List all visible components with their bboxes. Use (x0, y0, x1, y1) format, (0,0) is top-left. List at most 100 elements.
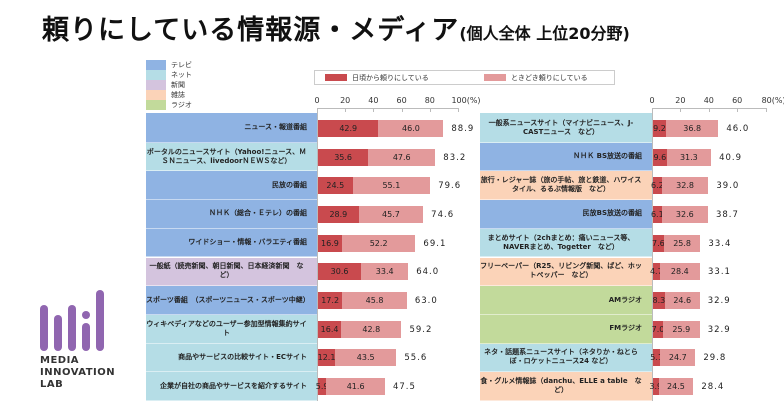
bar-daily-label: 35.6 (334, 152, 352, 162)
legend-swatch-sometimes (484, 74, 506, 81)
bar-daily: 6.1 (650, 205, 664, 223)
legend-swatch-magazine (146, 90, 166, 100)
right-top-separator (480, 113, 652, 114)
x-tick-label: 40 (703, 96, 714, 105)
legend-label-newspaper: 新聞 (171, 81, 185, 89)
category-label-text: 民放の番組 (272, 180, 307, 189)
category-label-text: ポータルのニュースサイト（Yahoo!ニュース、ＭＳＮニュース、livedoor… (146, 147, 307, 165)
bar-daily: 7.0 (652, 320, 664, 338)
bar-daily-label: 3.9 (649, 382, 663, 392)
bar-sometimes: 43.5 (335, 349, 397, 367)
bar-sometimes: 45.8 (342, 292, 407, 310)
bar-daily-label: 6.2 (651, 181, 664, 191)
category-label-text: 民放BS放送の番組 (582, 209, 642, 218)
bar-sometimes: 36.8 (666, 119, 719, 137)
bar-daily: 35.6 (318, 148, 369, 166)
x-tick (429, 108, 431, 112)
legend-swatch-radio (146, 100, 166, 110)
category-label-text: まとめサイト（2chまとめ：痛いニュース等、NAVERまとめ、Togetter … (487, 233, 635, 251)
bar-sometimes-label: 55.1 (382, 181, 401, 191)
bar-daily: 16.9 (318, 234, 342, 252)
category-label-text: FMラジオ (609, 324, 642, 333)
bar-sometimes-label: 32.8 (676, 181, 694, 191)
bar-total-label: 74.6 (431, 209, 455, 220)
bar-daily: 24.5 (318, 177, 353, 195)
category-label: AMラジオ (480, 286, 652, 315)
x-tick (765, 108, 767, 112)
legend-swatch-net (146, 70, 166, 80)
bar-sometimes-label: 46.0 (402, 123, 420, 133)
legend-item-radio: ラジオ (146, 100, 192, 110)
category-label-text: 一般系ニュースサイト（マイナビニュース、J-CASTニュース など） (488, 118, 634, 136)
category-label-text: 旅行・レジャー誌（旅の手帖、旅と鉄道、ハワイスタイル、るるぶ情報版 など） (480, 176, 642, 194)
bar-sometimes: 41.6 (326, 378, 385, 396)
legend-swatch-daily (325, 74, 347, 81)
category-label-text: ワイドショー・情報・バラエティ番組 (188, 238, 307, 247)
bar-sometimes-label: 43.5 (356, 353, 375, 363)
bar-sometimes: 55.1 (352, 177, 431, 195)
bar-daily: 42.9 (318, 119, 379, 137)
legend-item-tv: テレビ (146, 60, 192, 70)
bar-daily-label: 4.7 (649, 267, 663, 277)
x-tick (708, 108, 710, 112)
bar-daily-label: 6.1 (650, 209, 664, 219)
x-tick-label: 100(%) (451, 96, 481, 105)
bar-daily-label: 8.3 (652, 296, 666, 306)
bar-sometimes-label: 24.5 (667, 382, 685, 392)
legend-label-net: ネット (171, 71, 192, 79)
bar-sometimes-label: 24.6 (673, 296, 692, 306)
bar-total-label: 33.1 (708, 267, 731, 278)
x-tick-label: 60 (732, 96, 743, 105)
category-label: 民放の番組 (146, 171, 317, 201)
bar-sometimes-label: 41.6 (346, 382, 365, 392)
x-tick-label: 0 (314, 96, 320, 105)
left-top-separator (146, 113, 317, 114)
bar-sometimes: 31.3 (666, 148, 712, 166)
bar-daily-label: 9.2 (653, 123, 666, 133)
bar-sometimes-label: 31.3 (679, 152, 698, 162)
legend-label-daily: 日頃から頼りにしている (352, 73, 429, 82)
category-label: FMラジオ (480, 314, 652, 344)
category-label: 一般系ニュースサイト（マイナビニュース、J-CASTニュース など） (480, 114, 652, 143)
bar-sometimes-label: 32.6 (675, 209, 694, 219)
category-label-text: フリーペーパー（R25、リビング新聞、ぱど、ホットペッパー など） (480, 262, 642, 280)
category-label-text: ＮＨＫ BS放送の番組 (573, 152, 642, 161)
bar-total-label: 63.0 (414, 296, 438, 307)
category-label: まとめサイト（2chまとめ：痛いニュース等、NAVERまとめ、Togetter … (480, 228, 652, 258)
bar-sometimes: 52.2 (341, 234, 416, 252)
bar-daily-label: 9.6 (653, 152, 667, 162)
bar-daily: 6.2 (651, 177, 664, 195)
bar-daily: 16.4 (318, 320, 342, 338)
bar-daily-label: 28.9 (329, 209, 348, 219)
legend-swatch-tv (146, 60, 166, 70)
category-label: 食・グルメ情報誌（danchu、ELLE a table など） (480, 372, 652, 401)
category-label: ＮＨＫ（総合・Ｅテレ）の番組 (146, 200, 317, 229)
bar-daily: 9.2 (653, 119, 667, 137)
page-title: 頼りにしている情報源・メディア(個人全体 上位20分野) (42, 8, 630, 47)
category-label: スポーツ番組 （スポーツニュース・スポーツ中継） (146, 286, 317, 315)
category-label-text: ＮＨＫ（総合・Ｅテレ）の番組 (209, 209, 307, 218)
bar-sometimes-label: 47.6 (392, 152, 411, 162)
bar-daily: 8.3 (652, 292, 666, 310)
bar-total-label: 88.9 (451, 123, 475, 134)
bar-daily-label: 12.1 (317, 353, 336, 363)
category-label-text: 企業が自社の商品やサービスを紹介するサイト (160, 381, 307, 390)
logo-line-1: MEDIA (40, 355, 80, 366)
category-label: ウィキペディアなどのユーザー参加型情報集約サイト (146, 314, 317, 344)
bar-daily-label: 16.4 (320, 324, 339, 334)
y-axis-line (317, 108, 318, 401)
category-label: 旅行・レジャー誌（旅の手帖、旅と鉄道、ハワイスタイル、るるぶ情報版 など） (480, 171, 652, 201)
legend-item-net: ネット (146, 70, 192, 80)
bar-daily: 9.6 (653, 148, 667, 166)
bar-sometimes: 33.4 (361, 263, 409, 281)
bar-total-label: 55.6 (404, 353, 428, 364)
bar-daily: 17.2 (318, 292, 343, 310)
bar-daily: 28.9 (318, 205, 359, 223)
category-label: 企業が自社の商品やサービスを紹介するサイト (146, 372, 317, 401)
category-label-text: ニュース・報道番組 (244, 123, 307, 132)
series-legend-sometimes: ときどき頼りにしている (474, 70, 615, 85)
category-label-text: ネタ・話題系ニュースサイト（ネタりか・ねとらぼ・ロケットニュース24 など） (484, 348, 638, 366)
bar-sometimes-label: 36.8 (683, 123, 702, 133)
bar-daily-label: 17.2 (321, 296, 340, 306)
title-main: 頼りにしている情報源・メディア (42, 15, 460, 46)
